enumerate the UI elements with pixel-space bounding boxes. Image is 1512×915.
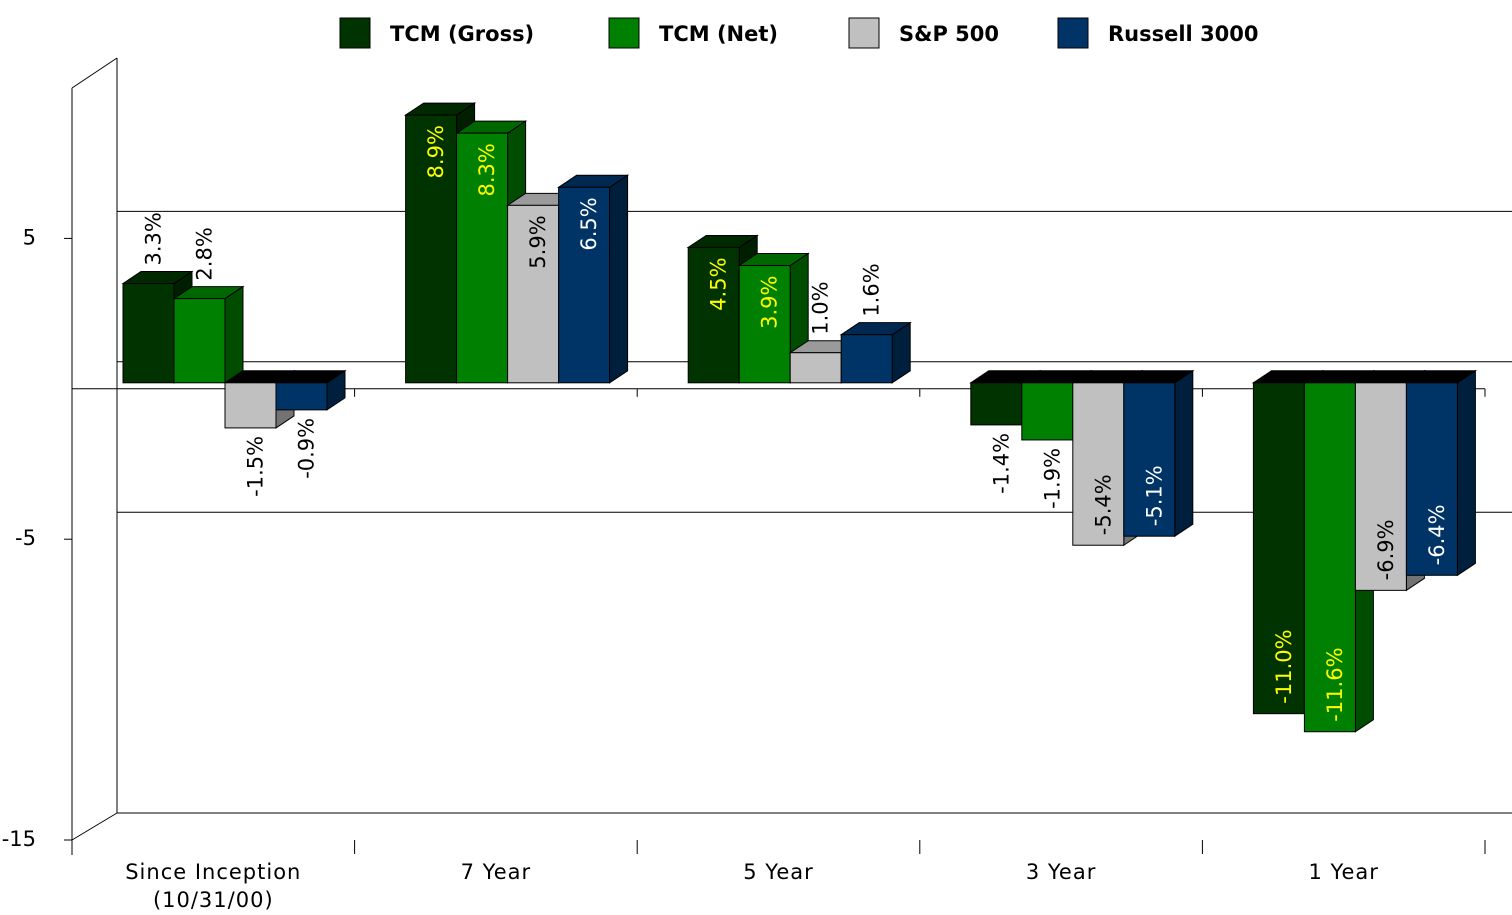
- y-tick-label: 5: [23, 225, 36, 249]
- x-tick-label: Since Inception (10/31/00): [125, 860, 302, 912]
- value-label: -11.0%: [1272, 629, 1296, 703]
- value-label: 5.9%: [526, 215, 550, 268]
- value-label: 6.5%: [577, 197, 601, 250]
- bar: [122, 283, 175, 384]
- bar: [840, 334, 893, 384]
- bar: [1303, 382, 1356, 733]
- legend-swatch: [339, 17, 371, 49]
- bar: [1021, 382, 1074, 441]
- y-tick-label: -15: [2, 827, 36, 851]
- bar: [275, 382, 328, 411]
- bar: [1123, 382, 1176, 537]
- legend-label: TCM (Gross): [390, 22, 534, 46]
- legend-label: TCM (Net): [659, 22, 778, 46]
- legend-swatch: [848, 17, 880, 49]
- bar-side: [1456, 369, 1476, 577]
- value-label: 2.8%: [193, 227, 217, 280]
- y-tick-label: -5: [15, 526, 36, 550]
- value-label: 4.5%: [707, 257, 731, 310]
- bar: [1354, 382, 1407, 591]
- bar: [1405, 382, 1458, 576]
- bar: [1252, 382, 1305, 715]
- value-label: -1.9%: [1040, 448, 1064, 509]
- bar: [224, 382, 277, 429]
- value-label: -0.9%: [295, 418, 319, 479]
- legend-label: S&P 500: [899, 22, 999, 46]
- bar: [405, 114, 458, 384]
- value-label: 8.9%: [424, 125, 448, 178]
- bar: [970, 382, 1023, 426]
- bar: [558, 186, 611, 384]
- wall-edge: [71, 812, 118, 841]
- wall-edge: [71, 57, 118, 89]
- bar: [456, 132, 509, 384]
- value-label: -1.4%: [989, 433, 1013, 494]
- bar: [1072, 382, 1125, 546]
- bar-side: [609, 174, 629, 384]
- value-label: -11.6%: [1323, 647, 1347, 721]
- bar: [789, 352, 842, 384]
- bar: [738, 264, 791, 384]
- legend-label: Russell 3000: [1108, 22, 1259, 46]
- value-label: -5.1%: [1142, 465, 1166, 526]
- value-label: -5.4%: [1091, 474, 1115, 535]
- x-tick-label: 1 Year: [1308, 860, 1379, 884]
- legend-swatch: [1057, 17, 1089, 49]
- value-label: 8.3%: [475, 143, 499, 196]
- bar: [507, 204, 560, 384]
- x-tick-label: 7 Year: [460, 860, 532, 884]
- value-label: -6.9%: [1374, 519, 1398, 580]
- bar-side: [1174, 369, 1194, 538]
- x-tick-label: 5 Year: [743, 860, 814, 884]
- value-label: 3.3%: [142, 212, 166, 265]
- x-tick-label: 3 Year: [1025, 860, 1097, 884]
- value-label: 1.0%: [809, 281, 833, 334]
- value-label: 3.9%: [758, 275, 782, 328]
- bar-side: [224, 285, 244, 384]
- legend-swatch: [608, 17, 640, 49]
- bar: [173, 298, 226, 384]
- back-wall: [71, 57, 118, 855]
- value-label: -1.5%: [244, 436, 268, 497]
- value-label: -6.4%: [1425, 504, 1449, 565]
- value-label: 1.6%: [860, 263, 884, 316]
